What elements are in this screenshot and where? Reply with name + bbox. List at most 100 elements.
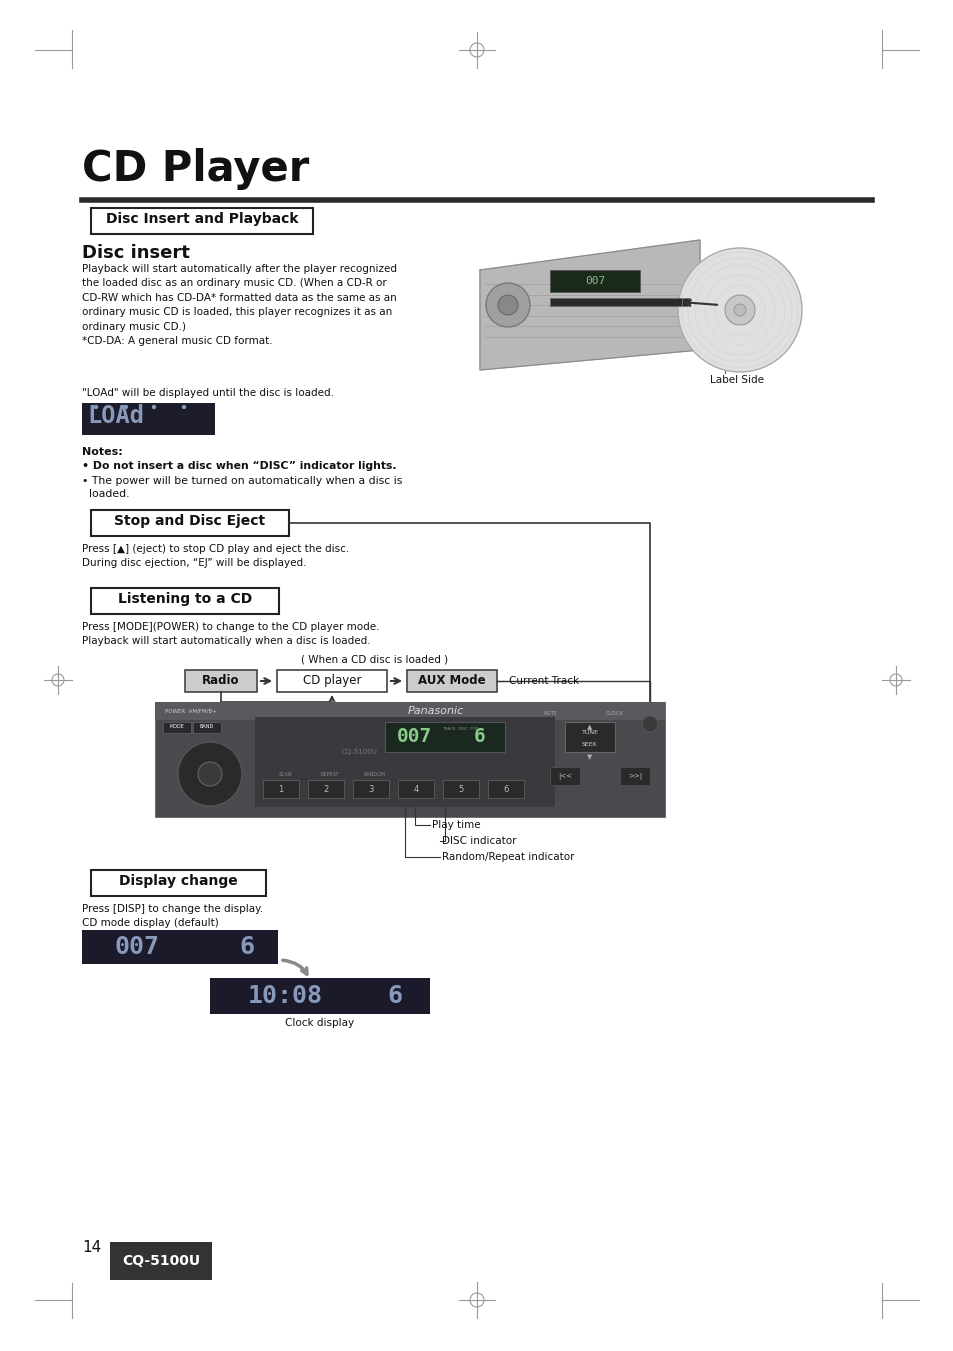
Bar	[550, 270, 639, 292]
Text: Disc insert: Disc insert	[82, 245, 190, 262]
Bar	[550, 767, 579, 785]
FancyBboxPatch shape	[276, 670, 387, 692]
FancyBboxPatch shape	[185, 670, 256, 692]
Text: REPEAT: REPEAT	[320, 771, 339, 777]
Bar	[397, 780, 434, 798]
Text: 007: 007	[397, 727, 432, 747]
Text: CQ-5100U: CQ-5100U	[342, 748, 377, 755]
Text: MUTE: MUTE	[542, 711, 557, 716]
Bar	[110, 1242, 212, 1279]
Text: ▼: ▼	[587, 754, 592, 761]
Circle shape	[678, 249, 801, 372]
Circle shape	[125, 405, 128, 408]
Text: Disc Insert and Playback: Disc Insert and Playback	[106, 212, 298, 226]
Text: 6: 6	[503, 785, 508, 793]
Bar	[385, 721, 504, 753]
Bar	[550, 299, 689, 305]
Circle shape	[182, 405, 185, 408]
Polygon shape	[479, 240, 700, 370]
Bar	[193, 721, 221, 734]
Text: Notes:: Notes:	[82, 447, 123, 457]
Text: CD Player: CD Player	[82, 149, 309, 190]
Bar	[619, 767, 649, 785]
Circle shape	[152, 405, 155, 408]
Text: CD player: CD player	[302, 674, 361, 688]
Circle shape	[724, 295, 754, 326]
Text: 6: 6	[239, 935, 254, 959]
Circle shape	[641, 716, 658, 732]
FancyBboxPatch shape	[91, 588, 278, 613]
Text: Display change: Display change	[119, 874, 237, 888]
Text: BAND: BAND	[200, 724, 213, 730]
Text: • Do not insert a disc when “DISC” indicator lights.: • Do not insert a disc when “DISC” indic…	[82, 461, 396, 471]
Text: Playback will start automatically when a disc is loaded.: Playback will start automatically when a…	[82, 636, 370, 646]
Bar	[163, 721, 191, 734]
Bar	[564, 721, 615, 753]
Text: SEEK: SEEK	[581, 742, 598, 747]
FancyBboxPatch shape	[91, 509, 289, 536]
Bar	[254, 717, 555, 807]
Text: Stop and Disc Eject: Stop and Disc Eject	[114, 513, 265, 528]
Circle shape	[497, 295, 517, 315]
Text: 14: 14	[82, 1240, 101, 1255]
Text: CLOCK: CLOCK	[605, 711, 623, 716]
Circle shape	[178, 742, 242, 807]
Text: 6: 6	[474, 727, 485, 747]
Text: ( When a CD disc is loaded ): ( When a CD disc is loaded )	[301, 654, 448, 663]
Text: • The power will be turned on automatically when a disc is
  loaded.: • The power will be turned on automatica…	[82, 476, 402, 500]
Text: 4: 4	[413, 785, 418, 793]
Bar	[263, 780, 298, 798]
Text: 5: 5	[457, 785, 463, 793]
Text: ▲: ▲	[587, 724, 592, 730]
Bar	[82, 403, 214, 435]
Text: 007: 007	[114, 935, 159, 959]
Text: RANDOM: RANDOM	[364, 771, 386, 777]
Text: Play time: Play time	[432, 820, 480, 830]
Text: Panasonic: Panasonic	[407, 707, 463, 716]
Bar	[353, 780, 389, 798]
Text: LOAd: LOAd	[87, 404, 144, 428]
Circle shape	[733, 304, 745, 316]
Text: 007: 007	[584, 276, 604, 286]
Text: Label Side: Label Side	[709, 376, 763, 385]
Text: Current Track: Current Track	[509, 676, 578, 686]
Text: Random/Repeat indicator: Random/Repeat indicator	[441, 852, 574, 862]
Text: Radio: Radio	[202, 674, 239, 688]
Text: SCAN: SCAN	[278, 771, 292, 777]
Bar	[488, 780, 523, 798]
Bar	[82, 929, 277, 965]
Text: POWER  AM/FM/B+: POWER AM/FM/B+	[165, 708, 216, 713]
Text: CQ-5100U: CQ-5100U	[122, 1254, 200, 1269]
Text: Clock display: Clock display	[285, 1019, 355, 1028]
Text: Playback will start automatically after the player recognized
the loaded disc as: Playback will start automatically after …	[82, 263, 396, 346]
Text: 10:08: 10:08	[247, 984, 322, 1008]
Bar	[442, 780, 478, 798]
Circle shape	[485, 282, 530, 327]
FancyBboxPatch shape	[91, 870, 266, 896]
FancyBboxPatch shape	[91, 208, 313, 234]
Text: Press [DISP] to change the display.: Press [DISP] to change the display.	[82, 904, 263, 915]
Text: CD mode display (default): CD mode display (default)	[82, 917, 218, 928]
Text: |<<: |<<	[558, 773, 572, 780]
Circle shape	[94, 405, 97, 408]
Text: >>|: >>|	[627, 773, 641, 780]
Text: 6: 6	[387, 984, 402, 1008]
Text: 3: 3	[368, 785, 374, 793]
Bar	[210, 978, 430, 1015]
Text: Press [▲] (eject) to stop CD play and eject the disc.
During disc ejection, “EJ”: Press [▲] (eject) to stop CD play and ej…	[82, 544, 349, 569]
Text: AUX Mode: AUX Mode	[417, 674, 485, 688]
Bar	[308, 780, 344, 798]
Text: TUNE: TUNE	[581, 730, 598, 735]
FancyBboxPatch shape	[407, 670, 497, 692]
Circle shape	[198, 762, 222, 786]
Bar	[154, 703, 664, 817]
Text: Listening to a CD: Listening to a CD	[118, 592, 252, 607]
Text: "LOAd" will be displayed until the disc is loaded.: "LOAd" will be displayed until the disc …	[82, 388, 334, 399]
Bar	[154, 703, 664, 720]
Text: 1: 1	[278, 785, 283, 793]
Text: Press [MODE](POWER) to change to the CD player mode.: Press [MODE](POWER) to change to the CD …	[82, 621, 379, 632]
Text: MODE: MODE	[170, 724, 184, 730]
Text: 2: 2	[323, 785, 328, 793]
Text: DISC indicator: DISC indicator	[441, 836, 516, 846]
Text: TRACK  DISC  POP: TRACK DISC POP	[441, 727, 477, 731]
